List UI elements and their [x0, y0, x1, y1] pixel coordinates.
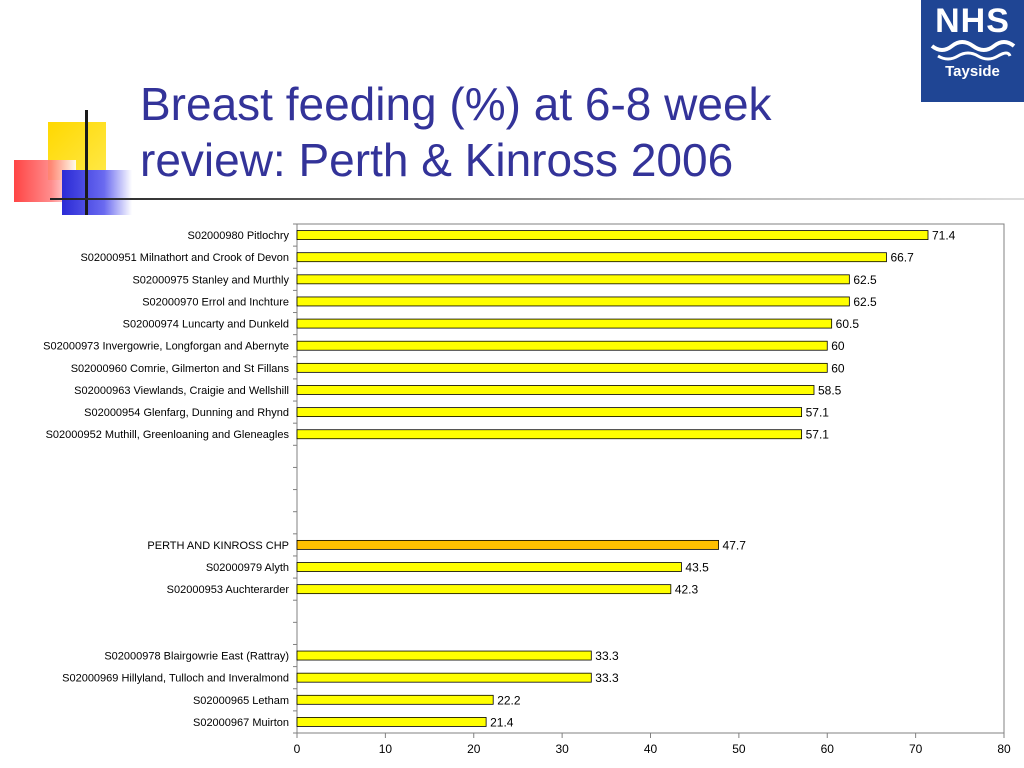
category-label: S02000975 Stanley and Murthly	[132, 274, 289, 286]
waves-icon	[930, 40, 1015, 61]
category-label: S02000951 Milnathort and Crook of Devon	[80, 252, 289, 264]
value-label: 58.5	[818, 383, 842, 397]
category-label: S02000960 Comrie, Gilmerton and St Filla…	[71, 363, 290, 375]
decor-vertical-line	[85, 110, 88, 228]
value-label: 62.5	[853, 273, 877, 287]
value-label: 71.4	[932, 229, 956, 243]
logo-text: NHS	[935, 2, 1010, 40]
bar	[296, 318, 833, 329]
value-label: 66.7	[890, 251, 914, 265]
category-label: S02000963 Viewlands, Craigie and Wellshi…	[74, 385, 289, 397]
bar-chart: 0 10 20 30 40 50 60 70 80 S02000980 Pitlochry 71.4…	[0, 215, 1024, 768]
slide-title-line-1: Breast feeding (%) at 6-8 week	[140, 78, 772, 130]
bar	[296, 362, 828, 373]
chart-plot-area: 0 10 20 30 40 50 60 70 80 S02000980 Pitlochry 71.4…	[43, 223, 1011, 756]
bar	[296, 274, 850, 285]
bar	[296, 672, 592, 683]
category-label: S02000969 Hillyland, Tulloch and Inveral…	[62, 673, 289, 685]
x-tick-label: 0	[294, 742, 301, 756]
category-label: S02000954 Glenfarg, Dunning and Rhynd	[84, 407, 289, 419]
bar	[296, 296, 850, 307]
bar	[296, 429, 803, 440]
slide-title-line-2: review: Perth & Kinross 2006	[140, 134, 734, 186]
bar	[296, 230, 929, 240]
category-label: S02000952 Muthill, Greenloaning and Glen…	[46, 429, 290, 441]
value-label: 57.1	[806, 406, 830, 420]
decor-horizontal-rule	[50, 198, 1024, 200]
category-label: S02000965 Letham	[193, 695, 289, 707]
value-label: 60.5	[836, 317, 860, 331]
bar	[296, 407, 803, 418]
bar	[296, 584, 672, 595]
value-label: 47.7	[723, 538, 747, 552]
value-label: 43.5	[685, 561, 709, 575]
value-label: 33.3	[595, 649, 619, 663]
bar	[296, 717, 487, 727]
value-label: 33.3	[595, 671, 619, 685]
category-label: S02000979 Alyth	[206, 562, 289, 574]
category-label: S02000973 Invergowrie, Longforgan and Ab…	[43, 341, 289, 353]
x-tick-label: 20	[467, 742, 481, 756]
bar	[296, 252, 887, 263]
slide-title: Breast feeding (%) at 6-8 week review: P…	[140, 76, 900, 188]
bar-highlight	[296, 539, 719, 550]
category-label: S02000978 Blairgowrie East (Rattray)	[104, 651, 289, 663]
decor-blue-square	[62, 170, 132, 222]
x-tick-label: 70	[909, 742, 923, 756]
x-tick-label: 80	[997, 742, 1011, 756]
value-label: 22.2	[497, 693, 521, 707]
bar	[296, 562, 682, 572]
bar	[296, 340, 828, 351]
x-tick-label: 60	[821, 742, 835, 756]
category-label: S02000980 Pitlochry	[187, 230, 289, 242]
value-label: 21.4	[490, 715, 514, 729]
category-label: PERTH AND KINROSS CHP	[147, 540, 289, 552]
logo-subtext: Tayside	[945, 63, 1000, 80]
x-tick-label: 40	[644, 742, 658, 756]
bar	[296, 650, 592, 661]
nhs-tayside-logo: NHS Tayside	[921, 0, 1024, 102]
value-label: 42.3	[675, 583, 699, 597]
bar	[296, 385, 815, 395]
value-label: 62.5	[853, 295, 877, 309]
category-label: S02000967 Muirton	[193, 717, 289, 729]
value-label: 60	[831, 361, 845, 375]
category-label: S02000953 Auchterarder	[167, 584, 290, 596]
bar	[296, 694, 494, 705]
x-tick-label: 10	[379, 742, 393, 756]
value-label: 57.1	[806, 428, 830, 442]
x-tick-label: 30	[555, 742, 569, 756]
category-label: S02000970 Errol and Inchture	[142, 296, 289, 308]
value-label: 60	[831, 339, 845, 353]
category-label: S02000974 Luncarty and Dunkeld	[123, 319, 289, 331]
x-tick-label: 50	[732, 742, 746, 756]
